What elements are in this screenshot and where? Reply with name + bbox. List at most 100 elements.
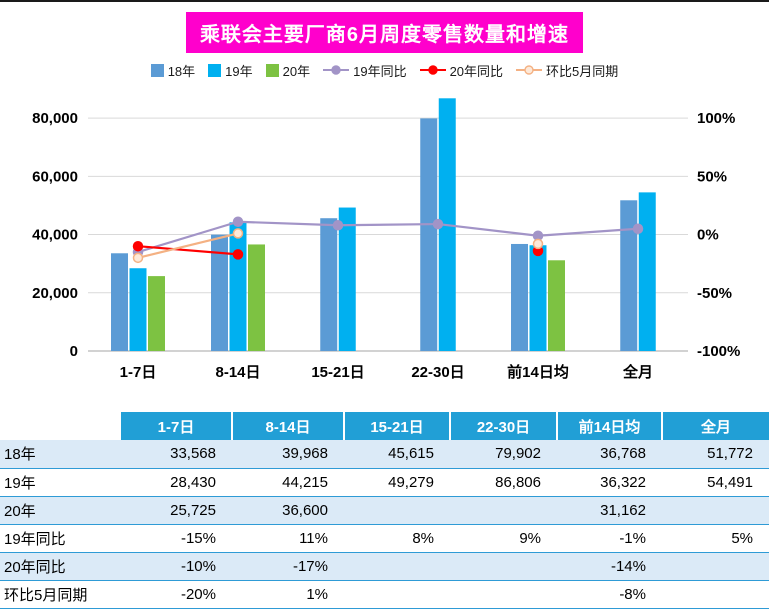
marker-19年同比 <box>232 216 244 227</box>
column-header: 全月 <box>661 412 769 440</box>
line-环比5月同期 <box>137 232 239 259</box>
row-label: 19年同比 <box>0 524 120 552</box>
chart-legend: 18年 19年 20年 19年同比 20年同比 环比5月同期 <box>0 61 769 79</box>
marker-环比5月同期 <box>232 228 244 239</box>
x-category-label: 15-21日 <box>311 364 364 381</box>
table-cell: 86,806 <box>450 468 557 496</box>
legend-item-环比5月同期: 环比5月同期 <box>516 61 618 80</box>
bar-18年 <box>511 243 528 351</box>
x-category-label: 8-14日 <box>215 364 260 381</box>
row-label: 19年 <box>0 468 120 496</box>
table-cell: -20% <box>120 580 232 608</box>
table-cell: -14% <box>557 552 662 580</box>
legend-line-marker-icon <box>516 65 543 75</box>
legend-label: 18年 <box>167 63 196 79</box>
table-cell <box>450 496 557 524</box>
legend-item-18年: 18年 <box>150 61 196 80</box>
table-cell: 49,279 <box>344 468 450 496</box>
right-axis-tick: -50% <box>697 285 732 302</box>
table-cell: 25,725 <box>120 496 232 524</box>
table-cell: 5% <box>662 524 769 552</box>
right-axis-tick: 0% <box>697 227 719 244</box>
legend-swatch-icon <box>150 63 164 77</box>
table-cell: 36,322 <box>557 468 662 496</box>
bar-18年 <box>111 253 128 351</box>
legend-item-20年: 20年 <box>265 61 311 80</box>
table-cell: -8% <box>557 580 662 608</box>
table-row: 环比5月同期 -20% 1% -8% <box>0 580 769 608</box>
table-row: 20年同比 -10% -17% -14% <box>0 552 769 580</box>
table-cell: 8% <box>344 524 450 552</box>
line-19年同比 <box>337 222 439 227</box>
legend-label: 20年同比 <box>449 63 504 79</box>
retail-chart: 0 -100% 20,000 -50% 40,000 0% 60,000 50% 80,000 1… <box>32 98 740 381</box>
table-cell <box>662 552 769 580</box>
table-cell: 11% <box>232 524 344 552</box>
legend-label: 20年 <box>282 63 311 79</box>
x-category-label: 全月 <box>622 363 653 381</box>
table-row: 18年 33,568 39,968 45,615 79,902 36,768 51,772 <box>0 440 769 468</box>
marker-19年同比 <box>632 223 644 234</box>
bar-19年 <box>638 192 656 351</box>
marker-19年同比 <box>432 218 444 230</box>
bar-19年 <box>129 268 147 351</box>
column-header: 前14日均 <box>556 412 662 440</box>
bar-18年 <box>211 234 228 351</box>
row-label: 20年 <box>0 496 120 524</box>
line-19年同比 <box>237 220 339 227</box>
bar-19年 <box>338 207 356 351</box>
table-cell <box>344 580 450 608</box>
column-header: 8-14日 <box>231 412 344 440</box>
table-cell: 31,162 <box>557 496 662 524</box>
table-cell <box>450 552 557 580</box>
table-cell <box>662 496 769 524</box>
marker-20年同比 <box>132 240 144 252</box>
legend-item-19年: 19年 <box>208 61 253 80</box>
table-cell: 79,902 <box>450 440 557 468</box>
legend-swatch-icon <box>208 63 222 77</box>
chart-header: 乘联会主要厂商6月周度零售数量和增速 <box>0 12 769 53</box>
legend-line-marker-icon <box>323 65 350 75</box>
marker-19年同比 <box>332 219 344 231</box>
left-axis-tick: 80,000 <box>32 110 78 127</box>
line-19年同比 <box>537 227 639 237</box>
table-cell <box>344 552 450 580</box>
bar-18年 <box>620 200 638 351</box>
table-cell: 28,430 <box>120 468 232 496</box>
row-label: 18年 <box>0 440 120 468</box>
legend-swatch-icon <box>265 63 279 77</box>
bar-19年 <box>529 245 547 351</box>
table-cell: -10% <box>120 552 232 580</box>
table-cell: 9% <box>450 524 557 552</box>
left-axis-tick: 40,000 <box>32 227 78 244</box>
table-cell: 51,772 <box>662 440 769 468</box>
left-axis-tick: 0 <box>70 343 78 360</box>
column-header: 15-21日 <box>343 412 450 440</box>
left-axis-tick: 20,000 <box>32 285 78 302</box>
table-row: 20年 25,725 36,600 31,162 <box>0 496 769 524</box>
table-row: 19年 28,430 44,215 49,279 86,806 36,322 54,491 <box>0 468 769 496</box>
marker-环比5月同期 <box>132 252 144 264</box>
table-cell: 36,600 <box>232 496 344 524</box>
bar-20年 <box>248 244 265 351</box>
bar-18年 <box>420 118 438 352</box>
table-cell: 45,615 <box>344 440 450 468</box>
right-axis-tick: -100% <box>697 343 740 360</box>
right-axis-tick: 100% <box>697 110 735 127</box>
table-cell: 1% <box>232 580 344 608</box>
legend-label: 19年同比 <box>353 63 407 79</box>
column-header: 1-7日 <box>119 412 232 440</box>
bar-20年 <box>548 260 565 351</box>
table-cell <box>662 580 769 608</box>
table-cell: -17% <box>232 552 344 580</box>
x-category-label: 前14日均 <box>507 363 569 381</box>
table-cell: -15% <box>120 524 232 552</box>
data-table: 1-7日 8-14日 15-21日 22-30日 前14日均 全月 18年 33,568 39,… <box>0 412 769 609</box>
chart-title: 乘联会主要厂商6月周度零售数量和增速 <box>185 12 584 53</box>
line-19年同比 <box>437 222 539 237</box>
table-cell: 39,968 <box>232 440 344 468</box>
bar-18年 <box>320 218 338 351</box>
table-cell: 44,215 <box>232 468 344 496</box>
legend-line-marker-icon <box>419 65 446 75</box>
